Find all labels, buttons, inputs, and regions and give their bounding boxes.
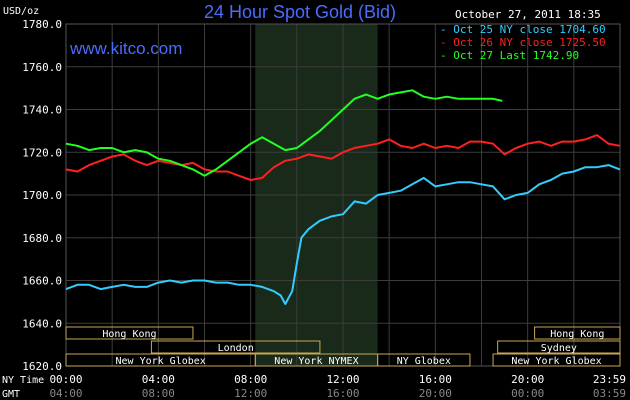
session-label: Sydney: [541, 343, 577, 354]
gmt-tick-label: 20:00: [419, 387, 452, 400]
session-box: [534, 326, 621, 340]
x-tick-label: 00:00: [49, 373, 82, 386]
y-tick-label: 1620.0: [22, 360, 62, 373]
x-tick-label: 04:00: [142, 373, 175, 386]
session-label: New York NYMEX: [274, 356, 358, 367]
gmt-tick-label: 03:59: [593, 387, 626, 400]
session-label: London: [218, 343, 254, 354]
timestamp: October 27, 2011 18:35: [455, 8, 601, 21]
gmt-label: GMT: [2, 389, 20, 400]
legend-entry: - Oct 26 NY close 1725.50: [440, 36, 606, 49]
session-box: [150, 340, 321, 354]
legend-entry: - Oct 25 NY close 1704.60: [440, 23, 606, 36]
x-tick-label: 20:00: [511, 373, 544, 386]
chart-title: 24 Hour Spot Gold (Bid): [204, 2, 396, 22]
y-tick-label: 1760.0: [22, 61, 62, 74]
x-tick-label: 16:00: [419, 373, 452, 386]
y-tick-label: 1680.0: [22, 232, 62, 245]
gmt-tick-label: 12:00: [234, 387, 267, 400]
y-tick-label: 1740.0: [22, 104, 62, 117]
gmt-tick-label: 04:00: [49, 387, 82, 400]
y-tick-label: 1660.0: [22, 275, 62, 288]
x-tick-label: 12:00: [326, 373, 359, 386]
legend: - Oct 25 NY close 1704.60- Oct 26 NY clo…: [440, 23, 606, 62]
series-line: [65, 89, 503, 177]
x-tick-label: 23:59: [593, 373, 626, 386]
gmt-tick-label: 16:00: [326, 387, 359, 400]
y-tick-label: 1640.0: [22, 317, 62, 330]
x-tick-label: 08:00: [234, 373, 267, 386]
session-label: Hong Kong: [550, 329, 604, 340]
gmt-tick-label: 08:00: [142, 387, 175, 400]
website-label: www.kitco.com: [69, 39, 182, 58]
gmt-tick-label: 00:00: [511, 387, 544, 400]
unit-label: USD/oz: [3, 6, 39, 17]
plot-area: 1620.0 1640.0 1660.0 1680.0 1700.0 1720.0 1740…: [22, 18, 621, 373]
trading-sessions: Hong Kong Hong Kong London Sydney New York G…: [65, 326, 621, 367]
series-line: [65, 164, 621, 305]
y-tick-label: 1780.0: [22, 18, 62, 31]
legend-entry: - Oct 27 Last 1742.90: [440, 49, 579, 62]
ny-time-label: NY Time: [2, 375, 44, 386]
session-label: New York Globex: [115, 356, 205, 367]
session-label: New York Globex: [511, 356, 601, 367]
session-box: [492, 353, 621, 367]
y-tick-label: 1720.0: [22, 146, 62, 159]
session-box: [377, 353, 471, 367]
time-axis: NY TimeGMT00:0004:0004:0008:0008:0012:00…: [2, 373, 626, 400]
session-box: [497, 340, 621, 354]
series-line: [65, 134, 620, 181]
y-tick-label: 1700.0: [22, 189, 62, 202]
session-box: [65, 326, 194, 340]
session-label: NY Globex: [397, 356, 451, 367]
session-label: Hong Kong: [102, 329, 156, 340]
